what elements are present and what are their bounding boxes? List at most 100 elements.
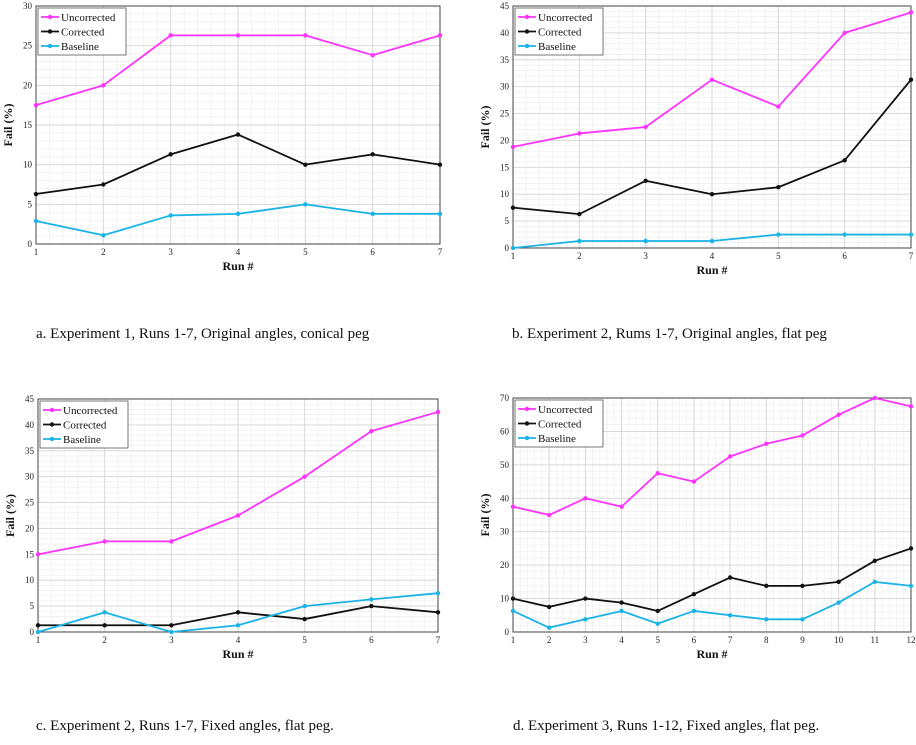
data-point	[776, 185, 781, 190]
legend: Uncorrected Corrected Baseline	[37, 7, 127, 56]
series-line	[512, 547, 912, 612]
data-point	[510, 144, 516, 150]
data-point	[169, 629, 174, 635]
x-tick-label: 3	[643, 251, 648, 261]
data-point	[169, 539, 174, 544]
legend-marker	[524, 421, 530, 426]
data-point	[101, 233, 106, 238]
y-tick-label: 20	[500, 135, 510, 145]
data-point	[370, 52, 375, 58]
data-point	[303, 202, 308, 207]
data-point	[776, 232, 781, 237]
data-point	[842, 30, 847, 36]
legend-marker	[47, 29, 53, 34]
data-point	[168, 33, 173, 38]
data-point	[510, 596, 516, 601]
series-line	[512, 580, 912, 629]
y-tick-label: 5	[505, 216, 510, 226]
x-tick-label: 3	[168, 247, 173, 257]
data-point	[33, 102, 39, 108]
legend-label: Uncorrected	[538, 12, 593, 24]
series-corrected	[33, 132, 443, 197]
legend-label: Baseline	[63, 434, 101, 446]
data-point	[836, 579, 841, 585]
data-point	[709, 192, 715, 197]
data-point	[235, 132, 241, 137]
data-point	[546, 512, 552, 518]
y-tick-label: 5	[28, 199, 33, 209]
legend-label: Baseline	[538, 433, 576, 445]
y-tick-label: 30	[23, 1, 33, 11]
chart-a: 0 5 10 15 20 25 30 1 2 3 4 5 6 7 Run # Fail (%) Uncorrec…	[1, 1, 443, 273]
data-point	[168, 213, 173, 218]
data-point	[655, 471, 660, 476]
x-tick-label: 6	[842, 251, 847, 261]
x-tick-label: 4	[236, 635, 241, 645]
data-point	[872, 395, 878, 401]
legend-marker	[49, 422, 55, 427]
y-tick-label: 30	[25, 472, 35, 482]
caption-d: d. Experiment 3, Runs 1-12, Fixed angles…	[513, 718, 820, 734]
series-baseline	[510, 579, 914, 630]
data-point	[583, 596, 588, 601]
x-axis-label: Run #	[222, 259, 253, 273]
legend-marker	[524, 14, 530, 20]
x-tick-label: 2	[102, 635, 107, 645]
data-point	[619, 608, 624, 614]
x-tick-label: 8	[764, 635, 769, 645]
data-point	[872, 579, 878, 585]
data-point	[510, 608, 516, 614]
x-tick-label: 1	[511, 251, 516, 261]
series-corrected	[510, 546, 914, 614]
data-point	[583, 496, 588, 501]
series-baseline	[33, 202, 443, 238]
data-point	[908, 546, 914, 551]
legend-marker	[49, 436, 55, 442]
x-tick-label: 3	[169, 635, 174, 645]
chart-panel-d: 0 10 20 30 40 50 60 70 1 2 3 4 5 6 7 8 9 10 11 12 Run # Fail …	[458, 390, 916, 680]
legend: Uncorrected Corrected Baseline	[514, 7, 604, 56]
legend-label: Corrected	[63, 420, 107, 432]
x-tick-label: 1	[36, 635, 41, 645]
data-point	[33, 191, 39, 197]
data-point	[235, 513, 241, 518]
x-tick-label: 5	[303, 247, 308, 257]
x-tick-label: 2	[547, 635, 552, 645]
data-point	[546, 625, 552, 630]
chart-panel-a: 0 5 10 15 20 25 30 1 2 3 4 5 6 7 Run # Fail (%) Uncorrec…	[0, 0, 458, 290]
data-point	[800, 583, 805, 589]
series-uncorrected	[35, 409, 441, 557]
x-tick-label: 7	[436, 635, 441, 645]
data-point	[369, 428, 374, 434]
data-point	[727, 575, 733, 580]
legend-marker	[47, 14, 53, 20]
caption-b: b. Experiment 2, Rums 1-7, Original angl…	[512, 326, 827, 342]
series-corrected	[510, 77, 914, 217]
x-tick-label: 10	[834, 635, 844, 645]
data-point	[655, 608, 660, 614]
legend-marker	[524, 406, 530, 412]
legend-label: Uncorrected	[61, 12, 116, 24]
data-point	[102, 539, 107, 544]
data-point	[546, 604, 552, 610]
data-point	[727, 613, 733, 618]
data-point	[577, 131, 582, 136]
legend-label: Uncorrected	[63, 405, 118, 417]
data-point	[35, 623, 41, 628]
series-uncorrected	[510, 10, 914, 150]
y-tick-label: 15	[500, 162, 510, 172]
x-axis-label: Run #	[696, 263, 727, 277]
data-point	[872, 558, 878, 563]
data-point	[33, 218, 39, 224]
data-point	[908, 10, 914, 15]
x-tick-label: 1	[511, 635, 516, 645]
data-point	[437, 211, 443, 217]
y-tick-label: 0	[28, 239, 33, 249]
data-point	[842, 158, 847, 163]
x-tick-label: 6	[369, 635, 374, 645]
data-point	[102, 623, 107, 628]
y-tick-label: 45	[25, 394, 35, 404]
data-point	[764, 583, 769, 589]
x-tick-label: 7	[728, 635, 733, 645]
